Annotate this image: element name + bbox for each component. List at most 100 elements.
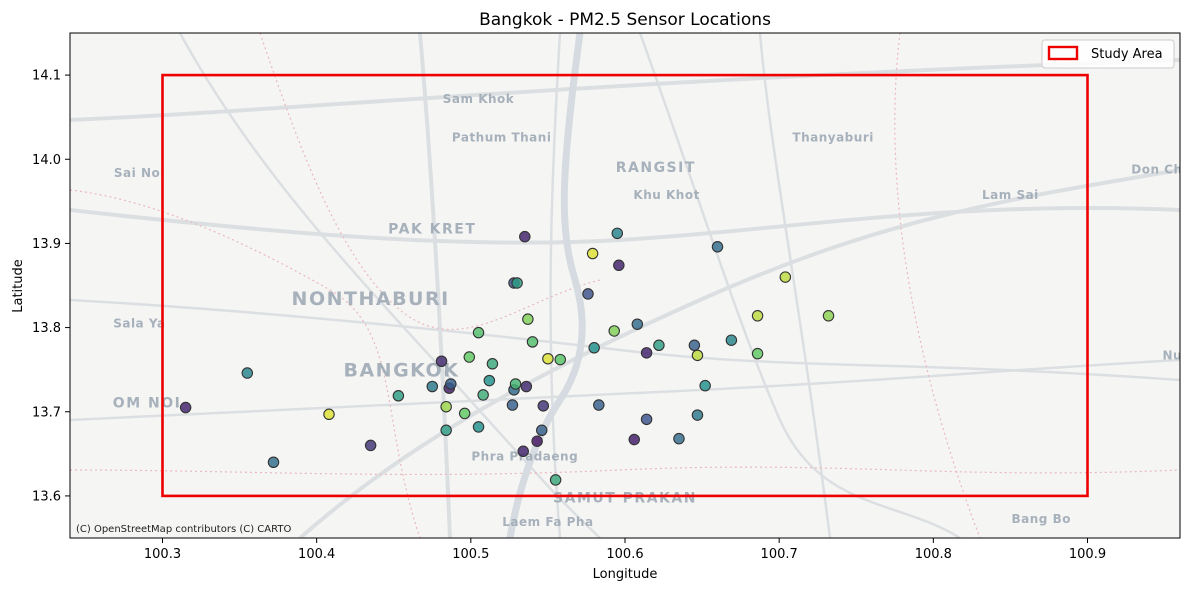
place-label: OM NOI [113,396,182,412]
basemap-road [758,33,832,538]
y-tick-label: 13.7 [32,405,61,420]
map-attribution: (C) OpenStreetMap contributors (C) CARTO [76,524,291,535]
sensor-point [526,336,539,348]
basemap-road [70,58,1180,122]
basemap-boundary [259,33,601,330]
sensor-point [688,339,701,352]
x-axis-label: Longitude [593,567,658,582]
x-tick-label: 100.7 [761,547,798,562]
sensor-point [631,318,644,330]
place-label: Bang Bo [1012,512,1071,526]
place-label: Lam Sai [982,188,1039,202]
x-tick-label: 100.4 [298,547,335,562]
place-label: Sala Ya [113,317,165,331]
legend: Study Area [1041,39,1175,69]
basemap-boundary [70,466,1180,476]
sensor-point [822,310,835,322]
y-tick-label: 14.0 [32,153,61,168]
place-label: SAMUT PRAKAN [553,491,697,507]
sensor-point [554,353,566,366]
sensor-point [640,413,653,426]
sensor-point [725,334,738,346]
x-tick-label: 100.9 [1069,547,1106,562]
sensor-point [486,358,499,370]
sensor-point [463,351,476,363]
sensor-point [751,310,764,322]
sensor-point [435,355,448,367]
sensor-point [537,400,550,412]
sensor-point [549,474,562,486]
sensor-point [593,399,605,411]
sensor-point [241,367,254,379]
sensor-point [691,409,704,421]
sensor-point [779,271,792,283]
x-tick-label: 100.8 [915,547,952,562]
place-label: Pathum Thani [452,131,552,145]
sensor-point [179,401,192,414]
sensor-point [509,378,522,390]
sensor-point [517,445,529,458]
sensor-point [445,378,457,390]
sensor-point [511,277,523,289]
place-label: Laem Fa Pha [502,515,593,529]
sensor-point [426,380,439,393]
sensor-point [673,432,685,445]
sensor-point [392,390,405,402]
place-label: BANGKOK [343,359,459,381]
sensor-point [483,374,496,387]
sensor-point [477,389,489,401]
y-tick-label: 13.8 [32,321,61,336]
basemap-background [70,33,1180,538]
sensor-point [440,424,452,437]
basemap-road [70,358,1180,422]
sensor-point [751,347,764,360]
basemap-road [638,33,961,538]
sensor-point [711,241,724,253]
sensor-point [542,352,554,365]
basemap-road [549,33,562,538]
basemap-roads [70,33,1180,538]
sensor-point [611,227,624,240]
sensor-point [522,313,534,325]
sensor-point [535,424,548,437]
y-tick-label: 13.9 [32,237,61,252]
place-label: Sai Noi [114,166,165,180]
sensor-point [582,288,594,300]
legend-swatch-study-area [1047,45,1079,61]
sensor-point [691,349,704,362]
basemap-road [70,206,1180,245]
sensor-point [699,379,711,392]
plot-area: Sam Khok Pathum Thani Thanyaburi Sai Noi RAN… [70,33,1182,538]
sensor-point [506,399,519,411]
basemap-road [298,168,1180,538]
chart-title: Bangkok - PM2.5 Sensor Locations [479,10,771,30]
basemap-boundary [70,189,421,538]
sensor-point [586,247,599,260]
sensor-point [267,456,280,468]
y-axis-label: Latitude [11,259,26,313]
sensor-point [472,326,485,339]
basemap-road [178,33,601,538]
sensor-point [628,433,640,446]
sensor-point [440,400,452,413]
study-area-rectangle [161,73,1089,498]
y-tick-label: 13.6 [32,489,61,504]
place-label: Nu [1162,349,1182,363]
sensor-point [364,439,377,452]
y-tick-label: 14.1 [32,69,61,84]
x-axis: 100.3 100.4 100.5 100.6 100.7 100.8 100.9 [144,538,1106,562]
sensor-point [608,325,620,337]
basemap-road [70,298,1180,382]
x-tick-label: 100.6 [606,547,643,562]
basemap-river [506,33,586,538]
legend-label-study-area: Study Area [1091,47,1163,62]
sensor-point [640,347,653,359]
sensor-point [613,259,625,272]
sensor-point [531,435,543,447]
sensor-point [472,421,485,433]
sensor-point [458,407,471,420]
sensor-point [653,339,665,352]
x-tick-label: 100.5 [452,547,489,562]
sensor-point [588,342,600,354]
